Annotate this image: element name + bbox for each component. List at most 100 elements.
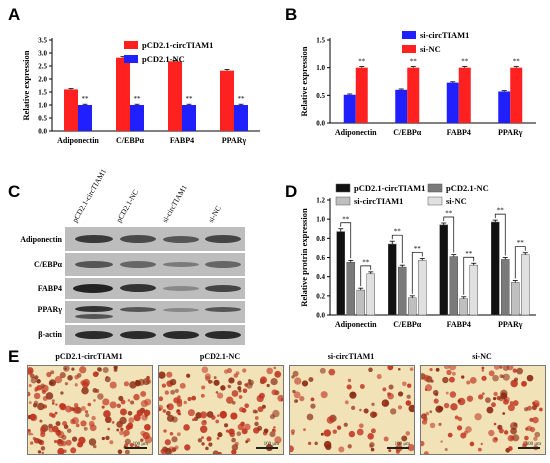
lipid-droplet (80, 420, 87, 427)
lipid-droplet (231, 437, 236, 443)
micrograph-title-4: si-NC (472, 352, 492, 361)
chart-d-legend-swatch (427, 196, 443, 206)
lipid-droplet (48, 381, 53, 386)
chart-d-y-tick-label: 0.0 (316, 312, 325, 320)
lipid-droplet (346, 384, 352, 390)
chart-d-category-label: FABP4 (447, 320, 471, 329)
lipid-droplet (294, 377, 302, 385)
lipid-droplet (510, 422, 518, 430)
chart-d-legend-swatch (335, 183, 351, 193)
lipid-droplet (376, 373, 382, 380)
lipid-droplet (144, 423, 151, 431)
lipid-droplet (55, 403, 58, 406)
lipid-droplet (481, 375, 487, 381)
lipid-droplet (136, 409, 144, 417)
blot-strip-fabp4 (65, 278, 245, 299)
chart-d-legend-label: si-NC (446, 196, 467, 206)
chart-a-legend-label: pCD2.1-circTIAM1 (142, 40, 213, 50)
lipid-droplet (116, 403, 122, 409)
lipid-droplet (220, 385, 226, 391)
chart-a-category-label: Adiponectin (57, 136, 99, 145)
lipid-droplet (128, 417, 135, 424)
lipid-droplet (398, 367, 401, 371)
lipid-droplet (332, 429, 337, 434)
chart-d-category-label: Adiponectin (335, 320, 377, 329)
blot-strip-adiponectin (65, 227, 245, 251)
lipid-droplet (129, 381, 137, 389)
chart-d-bar (346, 262, 355, 316)
lipid-droplet (62, 421, 68, 427)
lipid-droplet (507, 404, 515, 412)
lipid-droplet (56, 439, 64, 447)
lipid-droplet (381, 399, 390, 407)
lipid-droplet (461, 375, 465, 379)
lipid-droplet (349, 391, 357, 399)
lipid-droplet (162, 409, 167, 413)
lipid-droplet (55, 421, 61, 427)
lipid-droplet (443, 366, 450, 370)
chart-a-bar (64, 89, 78, 131)
lipid-droplet (423, 416, 428, 422)
lipid-droplet (388, 449, 392, 453)
lipid-droplet (174, 388, 179, 393)
lipid-droplet (405, 400, 412, 406)
lipid-droplet (79, 366, 87, 374)
lipid-droplet (481, 369, 484, 372)
lipid-droplet (370, 428, 376, 434)
lipid-droplet (119, 421, 122, 424)
lipid-droplet (144, 435, 152, 444)
panel-letter-b: B (285, 5, 298, 24)
lipid-droplet (166, 404, 170, 408)
chart-a-y-tick-label: 2.5 (38, 63, 47, 71)
lipid-droplet (184, 444, 191, 451)
lipid-droplet (223, 369, 229, 374)
lipid-droplet (237, 380, 242, 386)
lipid-droplet (166, 403, 174, 411)
lipid-droplet (92, 388, 98, 393)
lipid-droplet (244, 423, 251, 431)
lipid-droplet (438, 422, 442, 426)
lipid-droplet (197, 438, 203, 443)
lipid-droplet (382, 401, 386, 405)
chart-b-bar (510, 67, 523, 123)
lipid-droplet (140, 438, 144, 442)
lipid-droplet (164, 390, 170, 395)
chart-b-bar (498, 91, 511, 123)
lipid-droplet (93, 399, 96, 402)
chart-a-significance: ** (134, 95, 142, 103)
micrograph-title-2: pCD2.1-NC (199, 352, 241, 361)
lipid-droplet (95, 371, 100, 376)
lipid-droplet (28, 401, 32, 405)
lipid-droplet (51, 413, 56, 418)
lipid-droplet (319, 367, 326, 374)
lipid-droplet (39, 426, 47, 433)
lipid-droplet (498, 396, 504, 402)
chart-a-bar (78, 105, 92, 131)
lipid-droplet (30, 433, 34, 436)
lipid-droplet (440, 440, 443, 443)
lipid-droplet (123, 429, 130, 436)
lipid-droplet (187, 409, 195, 417)
lipid-droplet (358, 423, 364, 429)
scale-bar-2 (256, 447, 278, 449)
chart-a: 0.0 0.5 1.0 1.5 2.0 2.5 3.0 3.5 Relative express… (21, 37, 260, 145)
lipid-droplet (320, 391, 328, 399)
lipid-droplet (186, 373, 191, 378)
lipid-droplet (273, 426, 276, 429)
chart-a-y-tick-label: 3.5 (38, 37, 47, 45)
chart-b-significance: ** (410, 58, 418, 66)
lipid-droplet (65, 405, 72, 413)
lipid-droplet (449, 391, 457, 398)
micrograph-title-3: si-circTIAM1 (327, 352, 375, 361)
chart-a-legend-swatch (124, 55, 138, 63)
lipid-droplet (347, 378, 352, 383)
lipid-droplet (533, 436, 538, 442)
lipid-droplet (120, 399, 126, 405)
chart-a-category-label: PPARγ (222, 136, 247, 145)
chart-a-bar (234, 105, 248, 131)
lipid-droplet (348, 430, 356, 438)
lipid-droplet (446, 369, 452, 376)
lipid-droplet (293, 391, 301, 399)
lipid-droplet (40, 431, 46, 438)
lipid-droplet (443, 402, 450, 409)
